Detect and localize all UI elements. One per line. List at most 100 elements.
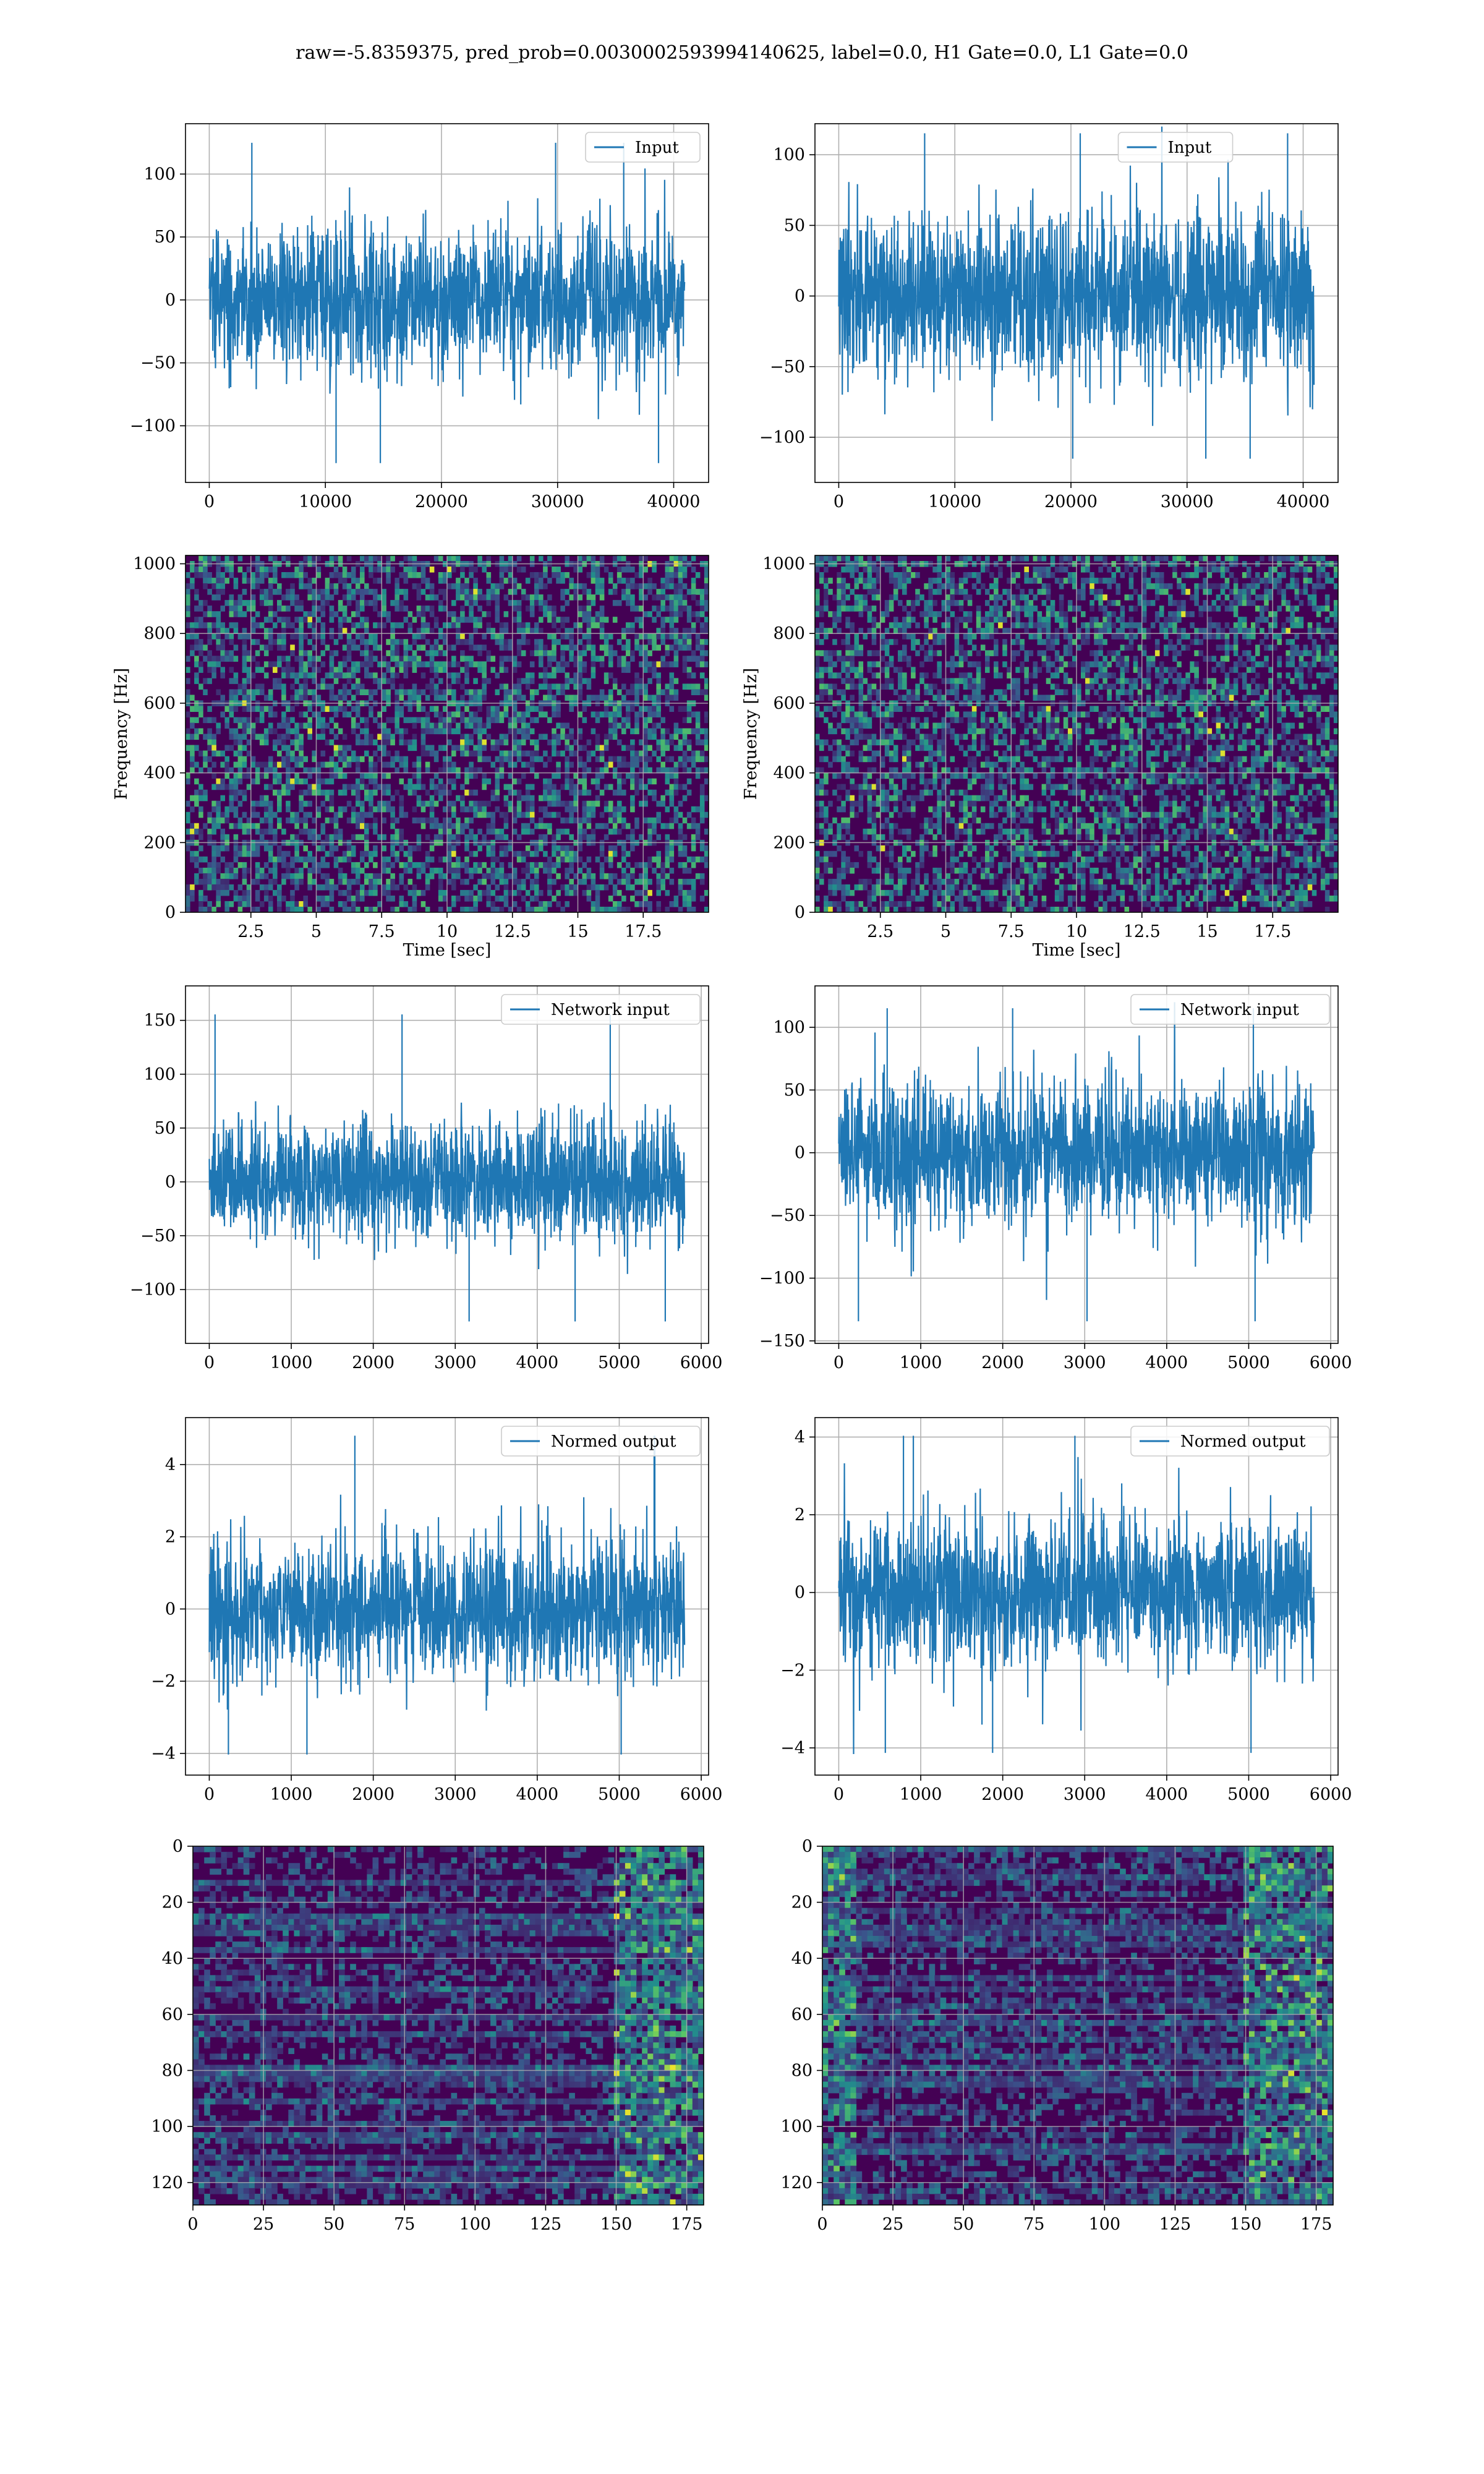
heatmap-cell <box>237 778 243 785</box>
heatmap-cell <box>958 578 964 584</box>
heatmap-cell <box>473 728 478 735</box>
heatmap-cell <box>320 622 326 628</box>
heatmap-cell <box>286 750 291 757</box>
heatmap-cell <box>569 734 574 740</box>
heatmap-cell <box>647 667 652 673</box>
heatmap-cell <box>277 884 282 891</box>
heatmap-cell <box>460 711 465 717</box>
heatmap-cell <box>255 689 260 695</box>
heatmap-cell <box>1063 555 1068 562</box>
heatmap-cell <box>490 667 496 673</box>
heatmap-cell <box>858 572 864 578</box>
heatmap-cell <box>429 778 435 785</box>
heatmap-cell <box>286 622 291 628</box>
heatmap-cell <box>477 667 482 673</box>
heatmap-cell <box>686 739 692 746</box>
heatmap-cell <box>565 739 569 746</box>
heatmap-cell <box>224 884 229 891</box>
heatmap-cell <box>603 873 609 880</box>
heatmap-cell <box>198 728 203 735</box>
heatmap-cell <box>211 800 216 807</box>
heatmap-cell <box>525 850 531 857</box>
heatmap-cell <box>486 622 492 628</box>
heatmap-cell <box>229 800 234 807</box>
heatmap-cell <box>394 834 399 841</box>
heatmap-cell <box>669 773 675 779</box>
heatmap-cell <box>242 761 247 768</box>
heatmap-cell <box>425 834 430 841</box>
heatmap-cell <box>329 778 335 785</box>
heatmap-cell <box>456 639 461 645</box>
heatmap-cell <box>582 617 587 623</box>
heatmap-cell <box>1207 583 1213 589</box>
heatmap-cell <box>320 856 326 863</box>
heatmap-cell <box>1111 572 1116 578</box>
heatmap-cell <box>928 600 933 606</box>
heatmap-cell <box>630 756 635 763</box>
heatmap-cell <box>499 555 505 562</box>
heatmap-cell <box>539 600 544 606</box>
heatmap-cell <box>438 745 443 751</box>
heatmap-cell <box>316 711 322 717</box>
heatmap-cell <box>286 756 291 763</box>
heatmap-cell <box>281 717 286 724</box>
heatmap-cell <box>294 811 299 818</box>
heatmap-cell <box>529 728 535 735</box>
heatmap-cell <box>543 789 548 796</box>
heatmap-cell <box>416 717 422 724</box>
heatmap-cell <box>190 583 195 589</box>
heatmap-cell <box>403 667 409 673</box>
heatmap-cell <box>412 633 417 640</box>
heatmap-cell <box>469 896 474 902</box>
heatmap-cell <box>699 600 705 606</box>
heatmap-cell <box>560 734 565 740</box>
heatmap-cell <box>407 689 413 695</box>
heatmap-cell <box>190 722 195 729</box>
heatmap-cell <box>682 750 688 757</box>
heatmap-cell <box>364 644 369 651</box>
heatmap-cell <box>194 878 199 885</box>
heatmap-cell <box>616 756 622 763</box>
heatmap-cell <box>871 567 877 573</box>
heatmap-cell <box>525 594 531 601</box>
heatmap-cell <box>967 617 973 623</box>
heatmap-cell <box>216 611 221 617</box>
heatmap-cell <box>643 867 648 874</box>
heatmap-cell <box>316 667 322 673</box>
heatmap-cell <box>194 672 199 678</box>
heatmap-cell <box>586 572 592 578</box>
heatmap-cell <box>242 789 247 796</box>
heatmap-cell <box>832 617 837 623</box>
heatmap-cell <box>1273 567 1277 573</box>
heatmap-cell <box>643 878 648 885</box>
heatmap-cell <box>1220 589 1226 595</box>
heatmap-cell <box>312 750 317 757</box>
heatmap-cell <box>356 873 360 880</box>
heatmap-cell <box>1268 578 1273 584</box>
heatmap-cell <box>198 567 203 573</box>
heatmap-cell <box>495 773 500 779</box>
heatmap-cell <box>360 689 365 695</box>
heatmap-cell <box>394 600 399 606</box>
heatmap-cell <box>369 600 373 606</box>
heatmap-cell <box>316 778 322 785</box>
heatmap-cell <box>1141 589 1147 595</box>
heatmap-cell <box>841 578 846 584</box>
heatmap-cell <box>529 750 535 757</box>
heatmap-cell <box>386 856 391 863</box>
heatmap-cell <box>207 828 212 835</box>
heatmap-cell <box>560 572 565 578</box>
heatmap-cell <box>1237 589 1243 595</box>
heatmap-cell <box>369 756 373 763</box>
heatmap-cell <box>486 628 492 634</box>
heatmap-cell <box>473 628 478 634</box>
heatmap-cell <box>552 711 556 717</box>
heatmap-cell <box>595 889 600 896</box>
heatmap-cell <box>512 778 518 785</box>
heatmap-cell <box>325 739 330 746</box>
heatmap-cell <box>534 862 539 868</box>
heatmap-cell <box>268 689 273 695</box>
x-tick-label: 10 <box>437 922 458 941</box>
heatmap-cell <box>516 907 522 912</box>
heatmap-cell <box>1294 555 1300 562</box>
